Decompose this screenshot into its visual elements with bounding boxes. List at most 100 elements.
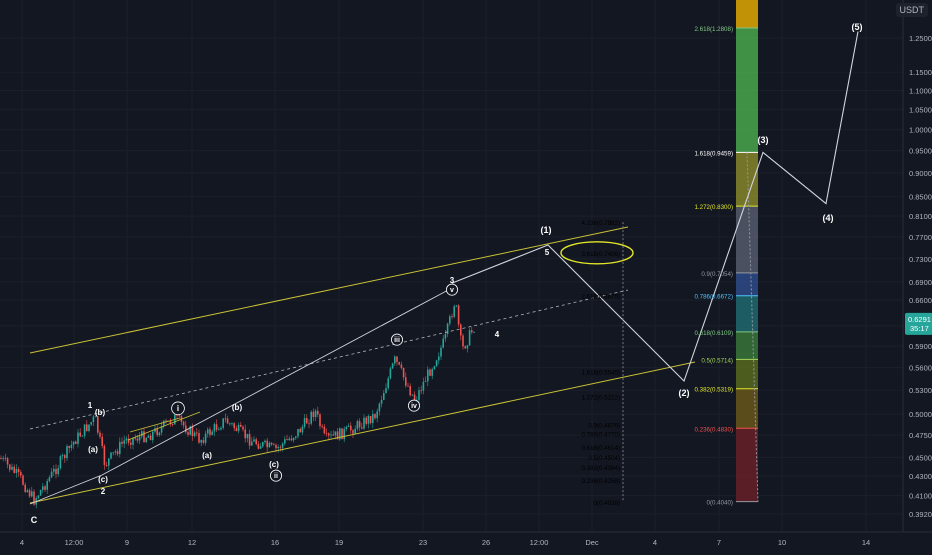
wave-label: (b): [95, 408, 106, 417]
candle-body: [101, 436, 103, 446]
candle-body: [277, 446, 279, 449]
candle-body: [387, 378, 389, 389]
time-tick: 19: [335, 538, 343, 547]
candle-body: [422, 381, 425, 391]
price-tick: 0.4500: [909, 453, 932, 462]
channel-lower-line: [29, 361, 696, 504]
candle-body: [257, 444, 260, 449]
price-tick: 0.6600: [909, 296, 932, 305]
target-highlight-ellipse: [560, 241, 634, 265]
candle-body: [233, 423, 235, 429]
fib-retracement-label: 0.236(0.4830): [694, 426, 733, 433]
candle-body: [308, 423, 310, 425]
candle-body: [317, 410, 319, 415]
candle-body: [154, 428, 156, 432]
candle-body: [215, 424, 218, 430]
candle-body: [376, 411, 378, 419]
candle-body: [200, 440, 202, 443]
candle-body: [136, 438, 139, 441]
candle-body: [198, 433, 200, 443]
candle-body: [398, 362, 400, 365]
candle-body: [369, 415, 372, 424]
candle-body: [259, 446, 262, 449]
candle-body: [97, 416, 99, 433]
wave-label: v: [450, 287, 454, 294]
fib-extension-label: 0.786(0.4770): [581, 431, 620, 438]
price-tick: 0.3920: [909, 510, 932, 519]
candle-body: [273, 444, 275, 446]
candle-body: [420, 390, 422, 392]
candle-body: [275, 444, 277, 449]
price-tick: 1.1500: [909, 68, 932, 77]
fib-retracement-label: 0.5(0.5714): [701, 357, 733, 364]
price-tick: 1.0500: [909, 106, 932, 115]
subwave-channel-line: [127, 411, 201, 441]
wave-label: C: [31, 515, 38, 525]
price-tick: 0.7300: [909, 255, 932, 264]
candle-body: [79, 432, 81, 437]
candle-body: [31, 491, 33, 497]
time-tick: 12:00: [65, 538, 84, 547]
candle-body: [189, 426, 191, 435]
price-tick: 0.7700: [909, 233, 932, 242]
candle-body: [185, 425, 187, 433]
quote-currency[interactable]: USDT: [895, 3, 928, 17]
candle-body: [169, 420, 172, 425]
fib-extension-label: 1.272(0.5222): [581, 394, 620, 401]
candle-body: [9, 464, 11, 470]
fib-band: [736, 428, 758, 502]
candle-body: [286, 439, 288, 441]
fib-band: [736, 152, 758, 207]
wave-label: 2: [101, 487, 106, 496]
fib-band: [736, 272, 758, 296]
candle-body: [61, 455, 64, 457]
wave-labels: C1(b)(a)(c)2i (b)(a)(c)iiiiiiv3v4(1)5(2)(…: [31, 22, 863, 525]
candle-body: [385, 388, 387, 394]
candle-body: [46, 481, 48, 490]
price-tick: 1.1000: [909, 86, 932, 95]
subwave-channel-line: [129, 417, 181, 433]
candle-body: [455, 305, 458, 307]
candle-body: [130, 442, 132, 445]
candle-body: [204, 433, 207, 443]
wave-label-circle: [171, 401, 185, 416]
candle-body: [42, 486, 44, 490]
candle-body: [409, 386, 411, 396]
candle-body: [435, 360, 438, 367]
price-tick: 1.0000: [909, 126, 932, 135]
price-tick: 0.9500: [909, 147, 932, 156]
wave-label: (c): [98, 475, 108, 484]
time-tick: 26: [482, 538, 490, 547]
candle-body: [446, 323, 449, 335]
candle-body: [383, 393, 385, 400]
candle-body: [325, 433, 328, 435]
wave-label: (a): [202, 451, 212, 460]
fib-extension-label: 0.236(0.4258): [581, 478, 620, 485]
candle-body: [86, 424, 88, 431]
fib-retracement-label: 0.382(0.5319): [694, 387, 733, 394]
candle-body: [226, 418, 229, 424]
fib-retracement-label: 0.9(0.7054): [701, 271, 733, 278]
candle-body: [396, 356, 398, 363]
candle-body: [125, 438, 128, 441]
candle-body: [176, 414, 178, 416]
time-tick: Dec: [585, 538, 599, 547]
fib-band: [736, 295, 758, 332]
candle-body: [460, 324, 462, 336]
time-tick: 4: [20, 538, 24, 547]
price-tick: 0.9000: [909, 169, 932, 178]
wave-label-circle: [269, 469, 282, 482]
candle-body: [334, 431, 337, 436]
candle-body: [59, 456, 62, 469]
candle-body: [255, 439, 257, 445]
candle-body: [196, 432, 198, 434]
candle-body: [354, 428, 356, 434]
candle-body: [53, 468, 55, 472]
candle-body: [433, 366, 436, 370]
candle-body: [202, 440, 205, 443]
fib-labels: 2.618(1.2808) 1.618(0.9459) 1.272(0.8300) 0…: [581, 26, 733, 507]
candle-body: [81, 435, 84, 437]
candle-body: [332, 434, 334, 436]
